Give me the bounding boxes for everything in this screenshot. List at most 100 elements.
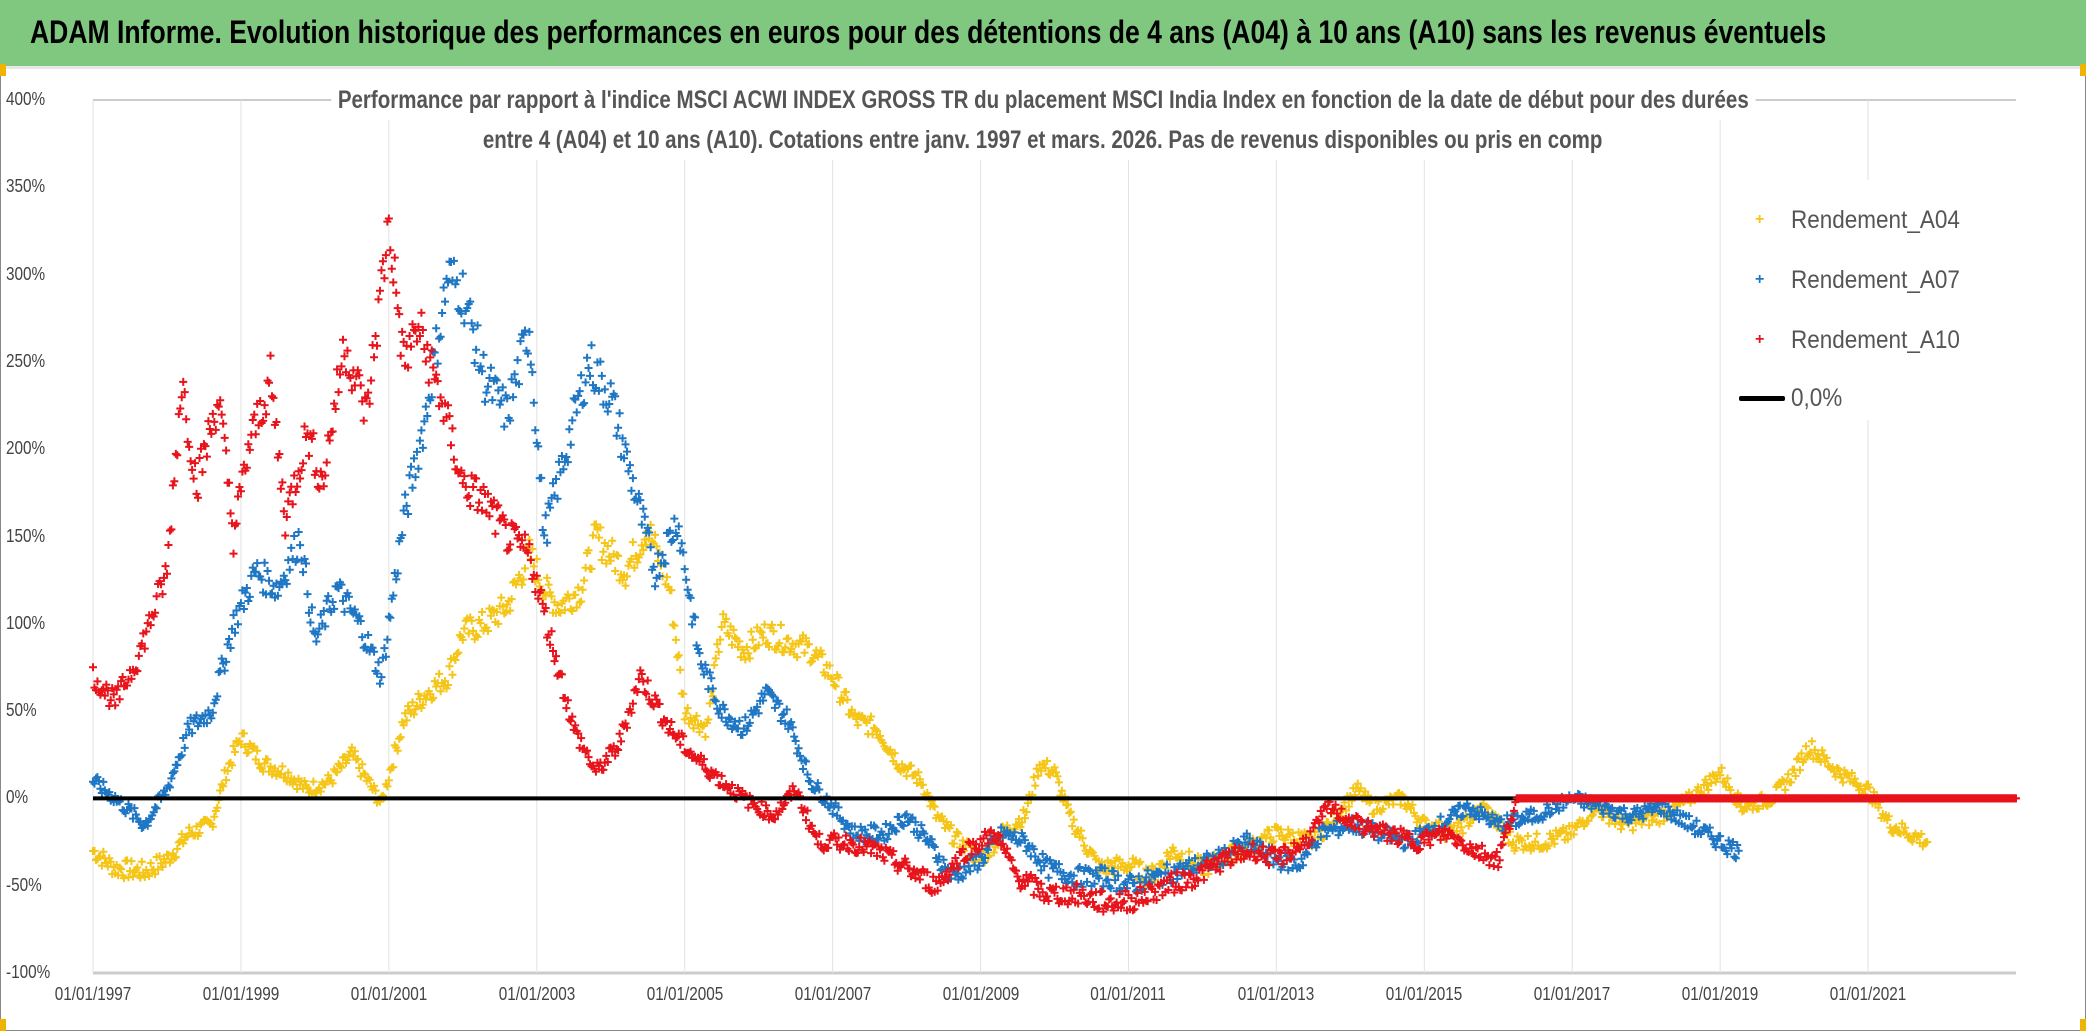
marker-rendement_a04 — [1781, 785, 1790, 794]
marker-rendement_a07 — [180, 743, 189, 752]
marker-rendement_a04 — [757, 628, 766, 637]
marker-rendement_a04 — [418, 700, 427, 709]
x-tick-label: 01/01/2003 — [498, 984, 576, 1004]
marker-rendement_a07 — [760, 690, 769, 699]
marker-rendement_a07 — [540, 531, 549, 540]
marker-rendement_a10 — [229, 549, 238, 558]
marker-rendement_a07 — [1544, 803, 1553, 812]
marker-rendement_a07 — [1242, 829, 1251, 838]
marker-rendement_a10 — [217, 410, 226, 419]
marker-rendement_a04 — [464, 629, 473, 638]
marker-rendement_a07 — [520, 326, 529, 335]
marker-rendement_a07 — [373, 669, 382, 678]
marker-rendement_a07 — [719, 700, 728, 709]
marker-rendement_a10 — [658, 721, 667, 730]
marker-rendement_a04 — [158, 862, 167, 871]
marker-rendement_a07 — [911, 818, 920, 827]
marker-rendement_a04 — [1884, 812, 1893, 821]
marker-rendement_a10 — [170, 477, 179, 486]
plus-marker-icon: + — [1755, 211, 1765, 228]
marker-rendement_a10 — [109, 690, 118, 699]
marker-rendement_a10 — [634, 675, 643, 684]
marker-rendement_a10 — [214, 402, 223, 411]
marker-rendement_a04 — [1923, 838, 1932, 847]
marker-rendement_a04 — [402, 716, 411, 725]
corner-accent — [2080, 1019, 2086, 1031]
marker-rendement_a10 — [182, 415, 191, 424]
marker-rendement_a07 — [1313, 839, 1322, 848]
marker-rendement_a04 — [1754, 804, 1763, 813]
marker-rendement_a04 — [316, 787, 325, 796]
marker-rendement_a04 — [781, 643, 790, 652]
marker-rendement_a04 — [1818, 746, 1827, 755]
marker-rendement_a07 — [881, 820, 890, 829]
marker-rendement_a10 — [367, 376, 376, 385]
marker-rendement_a10 — [201, 442, 210, 451]
marker-rendement_a07 — [611, 392, 620, 401]
marker-rendement_a10 — [347, 386, 356, 395]
marker-rendement_a07 — [917, 821, 926, 830]
marker-rendement_a10 — [640, 688, 649, 697]
marker-rendement_a07 — [356, 616, 365, 625]
marker-rendement_a04 — [1452, 826, 1461, 835]
marker-rendement_a07 — [614, 423, 623, 432]
marker-rendement_a10 — [319, 482, 328, 491]
marker-rendement_a10 — [384, 214, 393, 223]
marker-rendement_a07 — [661, 559, 670, 568]
marker-rendement_a10 — [355, 371, 364, 380]
marker-rendement_a10 — [566, 717, 575, 726]
marker-rendement_a10 — [429, 363, 438, 372]
marker-rendement_a10 — [500, 515, 509, 524]
marker-rendement_a07 — [188, 729, 197, 738]
marker-rendement_a04 — [571, 590, 580, 599]
marker-rendement_a10 — [322, 458, 331, 467]
marker-rendement_a07 — [1016, 838, 1025, 847]
marker-rendement_a10 — [460, 472, 469, 481]
marker-rendement_a07 — [621, 440, 630, 449]
marker-rendement_a04 — [1356, 784, 1365, 793]
marker-rendement_a07 — [574, 391, 583, 400]
marker-rendement_a04 — [745, 654, 754, 663]
corner-accent — [0, 64, 6, 76]
marker-rendement_a10 — [479, 482, 488, 491]
y-tick-label: 200% — [6, 438, 46, 459]
marker-rendement_a07 — [529, 398, 538, 407]
marker-rendement_a07 — [130, 804, 139, 813]
marker-rendement_a07 — [707, 674, 716, 683]
marker-rendement_a04 — [710, 661, 719, 670]
marker-rendement_a10 — [404, 363, 413, 372]
marker-rendement_a07 — [146, 815, 155, 824]
marker-rendement_a07 — [677, 539, 686, 548]
marker-rendement_a10 — [759, 813, 768, 822]
marker-rendement_a07 — [328, 597, 337, 606]
marker-rendement_a04 — [1041, 764, 1050, 773]
marker-rendement_a04 — [253, 746, 262, 755]
marker-rendement_a07 — [1125, 871, 1134, 880]
marker-rendement_a04 — [179, 839, 188, 848]
marker-rendement_a10 — [300, 422, 309, 431]
marker-rendement_a07 — [1245, 834, 1254, 843]
marker-rendement_a10 — [364, 388, 373, 397]
marker-rendement_a07 — [1103, 875, 1112, 884]
marker-rendement_a04 — [1078, 834, 1087, 843]
marker-rendement_a07 — [1667, 815, 1676, 824]
marker-rendement_a04 — [577, 597, 586, 606]
marker-rendement_a07 — [1436, 812, 1445, 821]
marker-rendement_a10 — [728, 780, 737, 789]
marker-rendement_a04 — [713, 640, 722, 649]
marker-rendement_a07 — [315, 624, 324, 633]
marker-rendement_a10 — [208, 409, 217, 418]
marker-rendement_a10 — [628, 699, 637, 708]
marker-rendement_a07 — [701, 660, 710, 669]
marker-rendement_a07 — [492, 376, 501, 385]
marker-rendement_a04 — [1707, 779, 1716, 788]
marker-rendement_a07 — [1029, 845, 1038, 854]
marker-rendement_a07 — [1451, 807, 1460, 816]
marker-rendement_a07 — [384, 612, 393, 621]
marker-rendement_a10 — [192, 489, 201, 498]
marker-rendement_a04 — [756, 627, 765, 636]
marker-rendement_a04 — [784, 634, 793, 643]
marker-rendement_a07 — [1162, 860, 1171, 869]
marker-rendement_a07 — [494, 386, 503, 395]
marker-rendement_a10 — [1118, 898, 1127, 907]
